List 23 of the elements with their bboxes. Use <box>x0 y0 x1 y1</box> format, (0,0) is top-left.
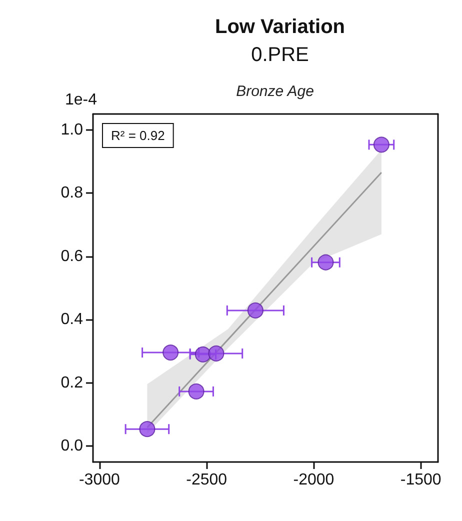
point <box>188 383 204 400</box>
y-tick-label: 0.6 <box>60 248 84 265</box>
y-tick-label: 0.0 <box>60 438 84 455</box>
x-tick-label: -2000 <box>293 472 334 488</box>
x-tick-label: -1500 <box>400 472 442 488</box>
x-tick-label: -2500 <box>186 472 228 488</box>
y-tick-label: 1.0 <box>60 121 84 138</box>
point <box>247 302 264 318</box>
point <box>194 346 211 362</box>
point <box>139 421 156 438</box>
y-tick-label: 0.4 <box>60 311 84 328</box>
chart-title: Low Variation <box>214 16 346 38</box>
chart-subtitle: 0.PRE <box>251 44 309 66</box>
text: Bronze Age <box>236 83 314 100</box>
y-axis-title: 1e-4 <box>65 92 98 108</box>
point <box>208 345 224 362</box>
point <box>373 136 390 153</box>
point <box>162 344 179 361</box>
y-tick-label: 0.2 <box>60 374 84 392</box>
x-tick-label: -3000 <box>78 472 120 488</box>
annotation: R² = 0.92 <box>111 128 165 143</box>
y-tick-label: 0.8 <box>60 184 84 202</box>
point <box>318 254 334 270</box>
